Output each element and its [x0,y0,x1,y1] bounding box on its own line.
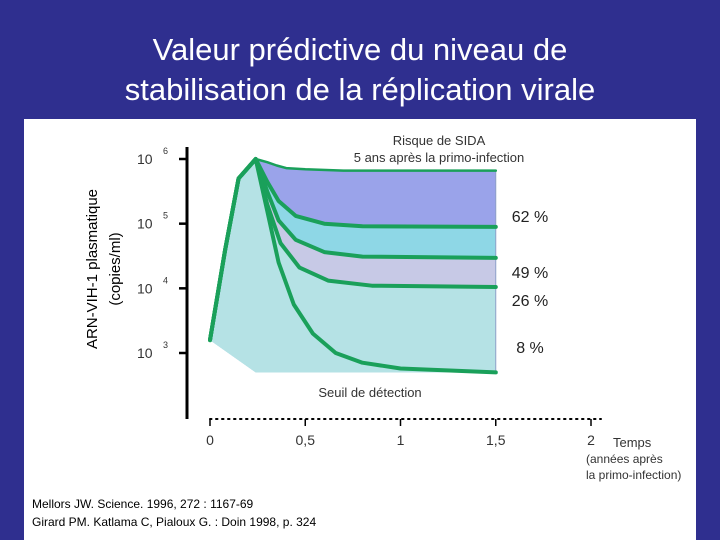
y-tick-label-base-3: 10 [137,280,153,296]
risk-fills [210,159,497,373]
x-tick-label-3: 1 [397,432,405,448]
label-group: Risque de SIDA 5 ans après la primo-infec… [318,133,548,400]
y-tick-label-exp-1: 6 [163,146,168,156]
figure-panel: 10 6 10 5 10 4 10 3 ARN-VIH-1 plasmatique (copies… [24,119,696,540]
slide-title: Valeur prédictive du niveau de stabilisa… [0,30,720,110]
curve-group [208,157,498,375]
risk-label-5: 8 % [516,340,544,357]
y-tick-label-exp-3: 4 [163,275,168,285]
x-tick-label-2: 0,5 [296,432,316,448]
x-axis-label-line-2: (années après [586,452,663,466]
x-tick-label-5: 2 [587,432,595,448]
y-tick-label-base-2: 10 [137,216,153,232]
title-line-2: stabilisation de la réplication virale [124,72,596,107]
risk-fill-5 [210,159,496,373]
x-axis-label-line-1: Temps [613,435,652,450]
reference-2: Girard PM. Katlama C, Pialoux G. : Doin … [32,515,317,529]
title-line-1: Valeur prédictive du niveau de [152,32,568,67]
risk-title-line-2: 5 ans après la primo-infection [354,150,525,165]
y-tick-label-exp-2: 5 [163,211,168,221]
y-tick-label-exp-4: 3 [163,340,168,350]
x-axis-label-line-3: la primo-infection) [586,468,681,482]
viral-load-curve-5 [208,157,498,375]
risk-title-line-1: Risque de SIDA [393,133,486,148]
y-tick-label-base-4: 10 [137,345,153,361]
y-axis-label-line-1: ARN-VIH-1 plasmatique [84,189,101,349]
risk-label-4: 26 % [512,293,548,310]
risk-label-3: 49 % [512,265,548,282]
reference-1: Mellors JW. Science. 1996, 272 : 1167-69 [32,497,254,511]
y-axis-label-line-2: (copies/ml) [107,232,124,305]
y-tick-label-base-1: 10 [137,151,153,167]
x-tick-label-4: 1,5 [486,432,506,448]
risk-label-1: 62 % [512,209,548,226]
detection-threshold-label: Seuil de détection [318,385,421,400]
x-tick-label-1: 0 [206,432,214,448]
